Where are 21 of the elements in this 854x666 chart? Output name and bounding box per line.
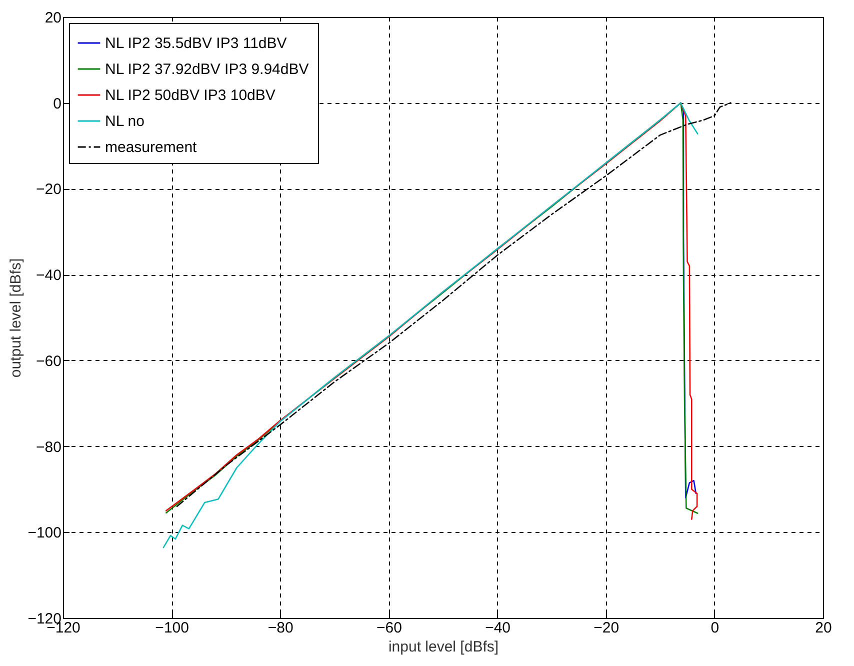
x-axis-title: input level [dBfs] (388, 638, 499, 656)
y-tick-label: 0 (53, 95, 62, 112)
x-tick-label: −20 (594, 620, 620, 636)
y-tick-label: −40 (36, 267, 62, 284)
legend-label: NL IP2 35.5dBV IP3 11dBV (105, 35, 287, 52)
x-tick-label: −60 (376, 620, 402, 636)
x-tick-label: 20 (815, 620, 832, 636)
legend-label: measurement (105, 139, 198, 156)
y-tick-label: −20 (36, 181, 62, 198)
y-tick-label: −80 (36, 438, 62, 456)
legend-label: NL IP2 50dBV IP3 10dBV (105, 87, 276, 104)
y-tick-label: −100 (28, 524, 62, 542)
y-tick-label: −60 (36, 352, 62, 370)
x-tick-label: −100 (155, 620, 189, 636)
x-tick-label: −40 (485, 620, 511, 636)
legend-label: NL no (105, 113, 144, 130)
y-axis-title: output level [dBfs] (8, 258, 25, 378)
x-tick-label: 0 (710, 620, 720, 636)
y-tick-label: 20 (44, 10, 62, 26)
legend-label: NL IP2 37.92dBV IP3 9.94dBV (105, 61, 309, 78)
x-tick-label: −80 (268, 620, 294, 636)
